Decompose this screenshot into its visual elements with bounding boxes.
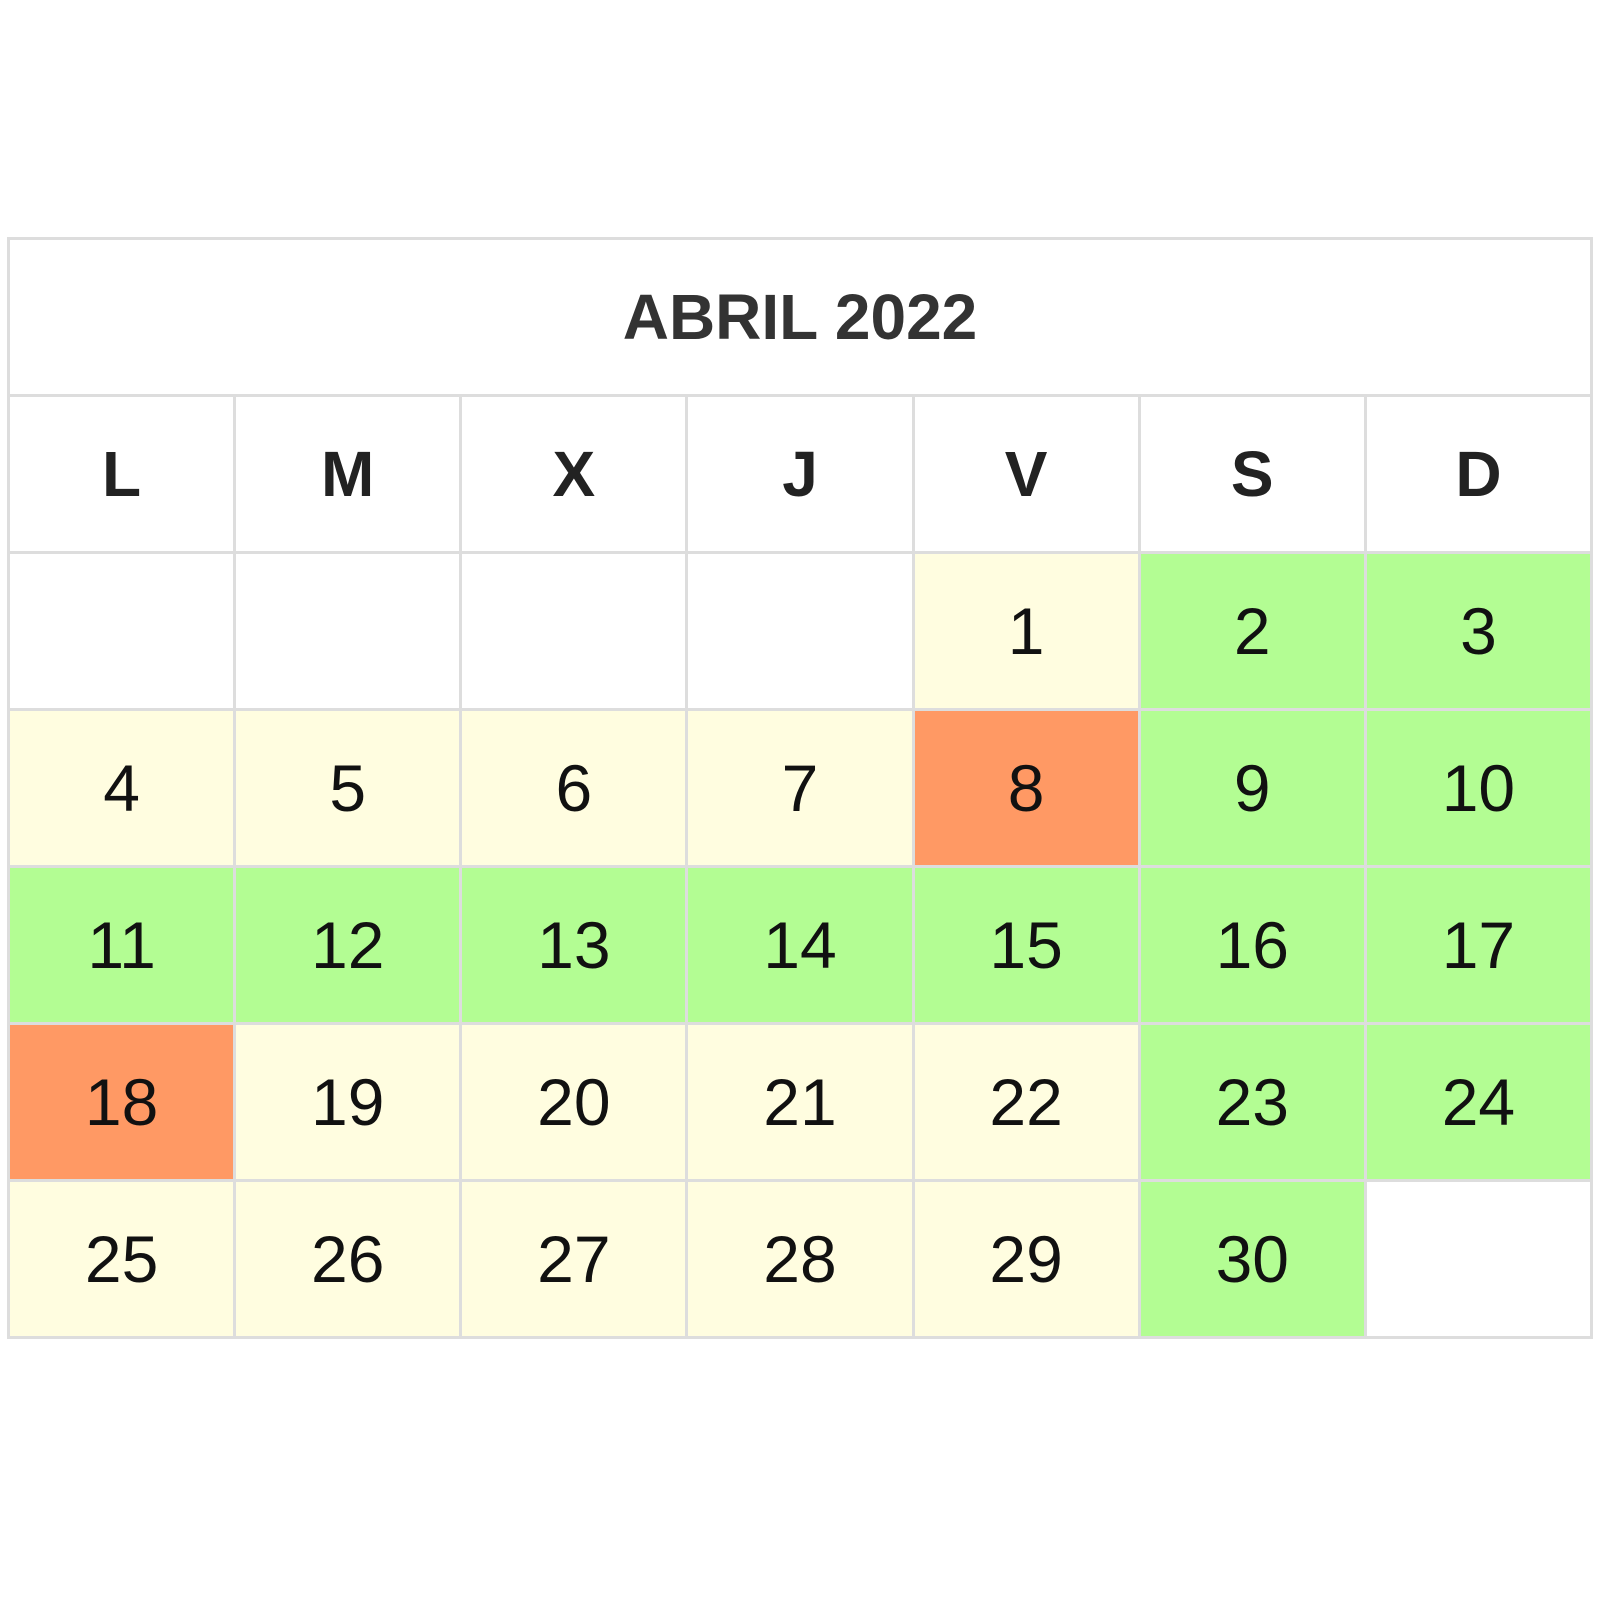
- day-cell-workday[interactable]: 29: [911, 1179, 1141, 1339]
- day-cell-nonwork[interactable]: 24: [1363, 1022, 1594, 1182]
- calendar-grid: 1 2 3 4 5 6 7 8 9 10 11 12 13 14 15 16 17 18 19 20 21 22 23 24 2…: [6, 551, 1594, 1339]
- calendar-week-row: 25 26 27 28 29 30: [6, 1179, 1594, 1339]
- weekday-header: V: [911, 394, 1141, 554]
- weekday-header: D: [1363, 394, 1594, 554]
- day-cell-nonwork[interactable]: 17: [1363, 865, 1594, 1025]
- day-cell-nonwork[interactable]: 10: [1363, 708, 1594, 868]
- weekday-header: X: [459, 394, 689, 554]
- day-cell-workday[interactable]: 6: [459, 708, 689, 868]
- day-cell-workday[interactable]: 21: [685, 1022, 915, 1182]
- day-cell-workday[interactable]: 4: [6, 708, 237, 868]
- day-cell-workday[interactable]: 20: [459, 1022, 689, 1182]
- empty-day-cell: [233, 551, 463, 711]
- day-cell-workday[interactable]: 27: [459, 1179, 689, 1339]
- day-cell-workday[interactable]: 28: [685, 1179, 915, 1339]
- day-cell-nonwork[interactable]: 9: [1137, 708, 1367, 868]
- weekday-header: L: [6, 394, 237, 554]
- empty-day-cell: [685, 551, 915, 711]
- calendar-title: ABRIL 2022: [7, 237, 1593, 397]
- day-cell-nonwork[interactable]: 30: [1137, 1179, 1367, 1339]
- calendar-week-row: 18 19 20 21 22 23 24: [6, 1022, 1594, 1182]
- weekday-header: S: [1137, 394, 1367, 554]
- calendar-week-row: 11 12 13 14 15 16 17: [6, 865, 1594, 1025]
- weekday-header: M: [233, 394, 463, 554]
- day-cell-workday[interactable]: 25: [6, 1179, 237, 1339]
- calendar-week-row: 4 5 6 7 8 9 10: [6, 708, 1594, 868]
- day-cell-nonwork[interactable]: 15: [911, 865, 1141, 1025]
- weekday-header: J: [685, 394, 915, 554]
- day-cell-workday[interactable]: 26: [233, 1179, 463, 1339]
- day-cell-workday[interactable]: 22: [911, 1022, 1141, 1182]
- day-cell-nonwork[interactable]: 11: [6, 865, 237, 1025]
- empty-day-cell: [459, 551, 689, 711]
- calendar-title-row: ABRIL 2022: [7, 237, 1593, 397]
- day-cell-nonwork[interactable]: 14: [685, 865, 915, 1025]
- day-cell-nonwork[interactable]: 3: [1363, 551, 1594, 711]
- day-cell-nonwork[interactable]: 13: [459, 865, 689, 1025]
- day-cell-workday[interactable]: 5: [233, 708, 463, 868]
- empty-day-cell: [6, 551, 237, 711]
- day-cell-nonwork[interactable]: 16: [1137, 865, 1367, 1025]
- day-cell-workday[interactable]: 1: [911, 551, 1141, 711]
- empty-day-cell: [1363, 1179, 1594, 1339]
- day-cell-workday[interactable]: 19: [233, 1022, 463, 1182]
- day-cell-workday[interactable]: 7: [685, 708, 915, 868]
- day-cell-holiday[interactable]: 18: [6, 1022, 237, 1182]
- day-cell-nonwork[interactable]: 2: [1137, 551, 1367, 711]
- day-cell-holiday[interactable]: 8: [911, 708, 1141, 868]
- day-cell-nonwork[interactable]: 23: [1137, 1022, 1367, 1182]
- day-cell-nonwork[interactable]: 12: [233, 865, 463, 1025]
